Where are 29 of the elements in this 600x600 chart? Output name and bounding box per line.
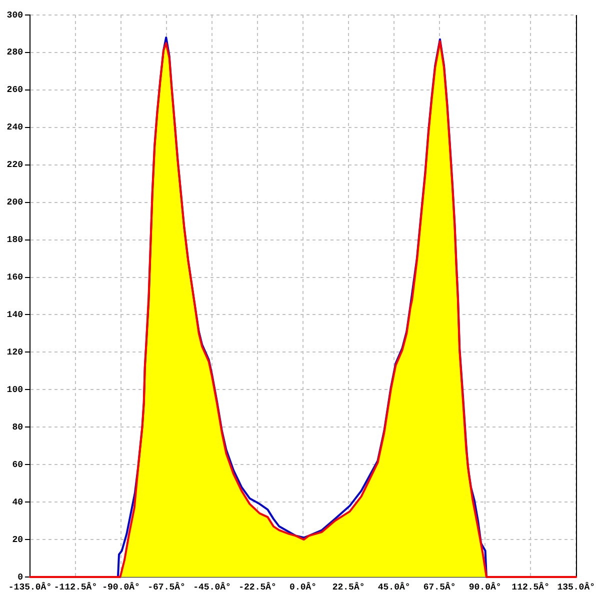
y-tick-label: 160 bbox=[6, 272, 23, 283]
y-tick-label: 180 bbox=[6, 235, 23, 246]
x-tick-label: -22.5Â° bbox=[238, 582, 276, 593]
x-tick-label: 90.0Â° bbox=[468, 582, 502, 593]
y-tick-label: 60 bbox=[12, 460, 23, 470]
y-tick-label: 40 bbox=[12, 497, 23, 508]
x-tick-label: -67.5Â° bbox=[148, 582, 186, 593]
y-tick-label: 80 bbox=[12, 422, 23, 432]
x-tick-label: 45.0Â° bbox=[378, 582, 410, 593]
x-tick-label: -90.0Â° bbox=[102, 582, 140, 593]
y-tick-label: 0 bbox=[18, 572, 23, 582]
y-tick-label: 120 bbox=[6, 347, 23, 358]
y-tick-label: 260 bbox=[6, 85, 23, 96]
y-tick-label: 300 bbox=[6, 10, 23, 20]
x-tick-label: 112.5Â° bbox=[512, 582, 550, 593]
x-tick-label: -135.0Â° bbox=[8, 582, 52, 593]
x-tick-label: 67.5Â° bbox=[423, 582, 456, 593]
x-tick-label: 135.0Â° bbox=[557, 582, 596, 593]
y-tick-label: 280 bbox=[6, 48, 23, 58]
y-tick-label: 140 bbox=[6, 310, 23, 320]
x-tick-label: -45.0Â° bbox=[193, 582, 231, 593]
y-tick-label: 240 bbox=[6, 122, 23, 133]
y-tick-label: 20 bbox=[12, 534, 23, 545]
x-tick-label: -112.5Â° bbox=[54, 582, 98, 593]
y-tick-label: 220 bbox=[6, 160, 23, 170]
y-tick-label: 200 bbox=[6, 198, 23, 208]
x-tick-label: 0.0Â° bbox=[290, 582, 317, 593]
y-tick-label: 100 bbox=[6, 384, 23, 395]
x-tick-label: 22.5Â° bbox=[332, 582, 365, 593]
